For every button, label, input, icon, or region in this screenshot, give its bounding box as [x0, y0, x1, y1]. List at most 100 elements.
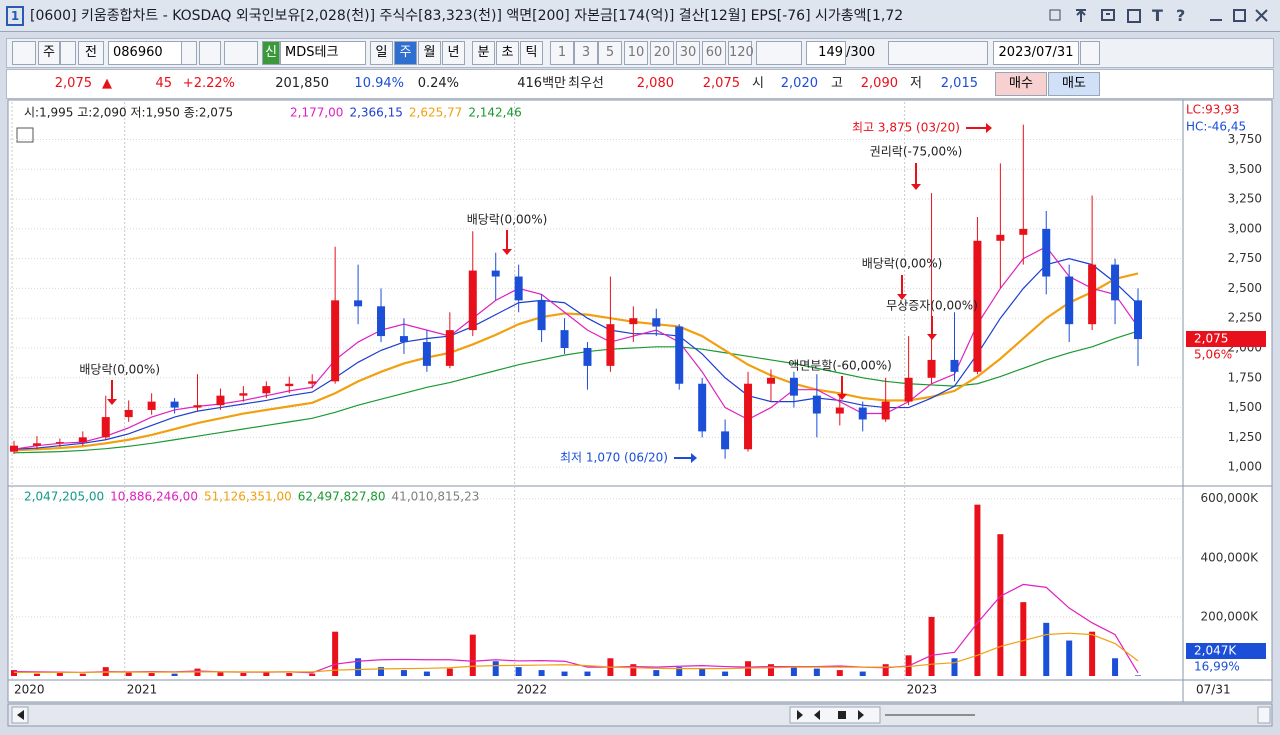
volume-bar — [148, 673, 155, 676]
rate: +2.22% — [182, 76, 235, 91]
last-tag: 2,075 — [1194, 332, 1228, 346]
volume-bar — [859, 671, 866, 676]
volume-bar — [469, 634, 476, 676]
candle-body — [1111, 264, 1120, 301]
turnover: 0.24% — [417, 76, 459, 91]
y-tick-label: 1,250 — [1228, 430, 1262, 444]
period-button[interactable]: 틱 — [520, 41, 543, 65]
x-end-label: 07/31 — [1196, 683, 1231, 697]
volume-bar — [653, 670, 660, 676]
kind-button[interactable]: 전 — [78, 41, 104, 65]
interval-button[interactable]: 3 — [574, 41, 598, 65]
dropdown[interactable] — [181, 41, 197, 65]
volume-bar — [263, 672, 270, 676]
period-button[interactable]: 일 — [370, 41, 393, 65]
count-input[interactable]: 149 — [806, 41, 846, 65]
close[interactable] — [1255, 9, 1268, 22]
icon-button[interactable] — [12, 41, 36, 65]
ohlc-legend: 시:1,995 고:2,090 저:1,950 종:2,075 — [24, 106, 233, 120]
volume-bar — [446, 668, 453, 676]
ma-line — [13, 330, 1139, 454]
y-tick-label: 3,500 — [1228, 162, 1262, 176]
annotation: 최저 1,070 (06/20) — [560, 451, 668, 465]
scroll-bar[interactable] — [7, 703, 1273, 727]
candle-body — [101, 417, 110, 438]
dropdown[interactable] — [756, 41, 802, 65]
y-tick-label: 3,750 — [1228, 132, 1262, 146]
candle-body — [216, 395, 225, 406]
icon[interactable] — [1076, 9, 1086, 22]
dropdown[interactable] — [60, 41, 76, 65]
text-tool[interactable]: T — [1152, 6, 1163, 25]
interval-button[interactable]: 30 — [676, 41, 700, 65]
last-tag: 2,047K — [1194, 644, 1237, 658]
maximize[interactable] — [1233, 9, 1246, 22]
tool-icons[interactable] — [888, 41, 988, 65]
legend-item: 41,010,815,23 — [392, 490, 480, 504]
volume-bar — [1112, 658, 1119, 676]
period-button[interactable]: 월 — [418, 41, 441, 65]
x-tick-label: 2020 — [14, 683, 45, 697]
volume-bar — [584, 671, 591, 676]
icon[interactable] — [1101, 9, 1115, 21]
annotation: 액면분할(-60,00%) — [788, 359, 892, 373]
volume-bar — [1089, 631, 1096, 676]
interval-button[interactable]: 60 — [702, 41, 726, 65]
nav-buttons[interactable] — [789, 706, 881, 724]
candle-body — [124, 409, 133, 418]
candle-body — [32, 443, 41, 446]
last-rate: 16,99% — [1194, 660, 1240, 674]
icon[interactable] — [1049, 9, 1061, 21]
calendar-button[interactable] — [1080, 41, 1100, 65]
y-tick-label: 600,000K — [1201, 491, 1260, 505]
volume-bar — [79, 673, 86, 676]
search-button[interactable] — [199, 41, 221, 65]
date-input[interactable]: 2023/07/31 — [993, 41, 1079, 65]
period-button[interactable]: 주 — [394, 41, 417, 65]
annotation: 권리락(-75,00%) — [870, 145, 963, 159]
sound-button[interactable] — [224, 41, 258, 65]
candle-body — [193, 405, 202, 408]
candle-body — [904, 377, 913, 402]
volume-bar — [1135, 675, 1141, 676]
period-button[interactable]: 분 — [472, 41, 495, 65]
market-select[interactable]: 주 — [38, 41, 60, 65]
y-tick-label: 1,750 — [1228, 370, 1262, 384]
scroll-right[interactable] — [1257, 706, 1271, 724]
interval-button[interactable]: 20 — [650, 41, 674, 65]
last-tag-bg — [1186, 643, 1266, 659]
period-button[interactable]: 초 — [496, 41, 519, 65]
candle-body — [1019, 228, 1028, 235]
interval-button[interactable]: 120 — [728, 41, 754, 65]
label: 시 — [752, 76, 764, 91]
volume-bar — [836, 670, 843, 676]
candle-body — [789, 377, 798, 396]
candle-body — [308, 381, 317, 384]
volume-bar — [790, 667, 797, 676]
lc-label: LC:93,93 — [1186, 103, 1239, 117]
volume-bar — [378, 667, 385, 676]
interval-button[interactable]: 10 — [624, 41, 648, 65]
icon[interactable] — [1127, 9, 1141, 23]
new-badge: 신 — [262, 41, 280, 65]
sell-button[interactable]: 매도 — [1048, 72, 1100, 96]
candle-body — [560, 330, 569, 349]
interval-button[interactable]: 5 — [598, 41, 622, 65]
candle-body — [606, 324, 615, 366]
legend-item: 2,142,46 — [468, 106, 521, 120]
ma-line — [13, 583, 1139, 674]
candle-body — [354, 300, 363, 307]
volume-bar — [515, 667, 522, 676]
interval-button[interactable]: 1 — [550, 41, 574, 65]
annotation: 무상증자(0,00%) — [886, 299, 978, 313]
buy-button[interactable]: 매수 — [995, 72, 1047, 96]
x-tick-label: 2021 — [127, 683, 158, 697]
candle-body — [78, 437, 87, 443]
help-button[interactable]: ? — [1176, 6, 1186, 25]
period-button[interactable]: 년 — [442, 41, 465, 65]
code-input[interactable]: 086960 — [108, 41, 182, 65]
volume-bar — [722, 671, 729, 676]
y-tick-label: 2,250 — [1228, 311, 1262, 325]
candle-body — [10, 445, 18, 452]
candle-body — [766, 377, 775, 384]
